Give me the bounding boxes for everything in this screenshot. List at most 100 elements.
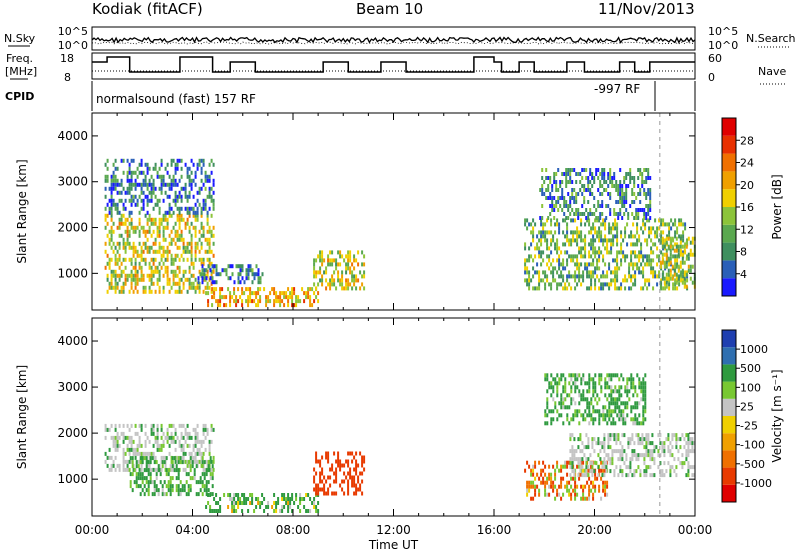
velocity-echo-cell [126, 467, 129, 472]
velocity-echo-cell [691, 473, 694, 478]
power-echo-cell [532, 230, 535, 235]
velocity-echo-cell [141, 488, 144, 493]
power-echo-cell [337, 270, 340, 275]
power-echo-cell [652, 250, 655, 255]
power-echo-cell [616, 270, 619, 275]
power-echo-cell [553, 176, 556, 180]
power-echo-cell [546, 242, 549, 247]
velocity-echo-cell [140, 427, 143, 432]
power-echo-cell [168, 194, 171, 199]
power-echo-cell [555, 184, 558, 188]
power-echo-cell [591, 184, 594, 188]
velocity-echo-cell [564, 405, 567, 410]
velocity-echo-cell [163, 492, 166, 497]
nsky-tick-hi: 10^5 [58, 25, 88, 38]
power-echo-cell [634, 282, 637, 287]
power-echo-cell [134, 269, 137, 274]
velocity-echo-cell [215, 509, 218, 513]
power-echo-cell [108, 210, 111, 215]
velocity-echo-cell [245, 501, 248, 505]
velocity-echo-cell [353, 455, 356, 460]
power-echo-cell [257, 268, 260, 273]
velocity-echo-cell [210, 459, 213, 464]
power-echo-cell [106, 253, 109, 258]
power-echo-cell [233, 280, 236, 285]
velocity-echo-cell [631, 453, 634, 458]
power-echo-cell [164, 182, 167, 187]
velocity-echo-cell [643, 469, 646, 474]
velocity-echo-cell [305, 509, 308, 513]
velocity-echo-cell [594, 417, 597, 422]
power-echo-cell [637, 208, 640, 212]
velocity-echo-cell [594, 397, 597, 402]
power-echo-cell [652, 226, 655, 231]
velocity-echo-cell [624, 401, 627, 406]
power-echo-cell [679, 244, 682, 249]
power-echo-cell [593, 204, 596, 208]
velocity-echo-cell [602, 468, 605, 473]
power-echo-cell [524, 278, 527, 283]
velocity-echo-cell [681, 433, 684, 438]
velocity-echo-cell [526, 488, 529, 493]
velocity-echo-cell [544, 377, 547, 382]
velocity-echo-cell [623, 449, 626, 454]
velocity-colorbar-bin [722, 450, 736, 468]
velocity-echo-cell [639, 441, 642, 446]
power-echo-cell [116, 178, 119, 183]
velocity-echo-cell [580, 381, 583, 386]
power-echo-cell [569, 180, 572, 184]
power-echo-cell [677, 252, 680, 257]
velocity-echo-cell [112, 459, 115, 464]
power-echo-cell [142, 206, 145, 211]
velocity-echo-cell [205, 488, 208, 493]
power-echo-cell [112, 170, 115, 175]
velocity-echo-cell [679, 437, 682, 442]
velocity-echo-cell [691, 441, 694, 446]
velocity-colorbar-label: 500 [740, 362, 761, 375]
nave-tick-lo: 0 [708, 71, 715, 84]
velocity-echo-cell [602, 417, 605, 422]
power-echo-cell [200, 206, 203, 211]
power-echo-cell [687, 236, 690, 241]
power-echo-cell [547, 176, 550, 180]
velocity-echo-cell [580, 413, 583, 418]
power-echo-cell [192, 162, 195, 167]
velocity-echo-cell [160, 455, 163, 460]
power-echo-cell [665, 236, 668, 241]
velocity-echo-cell [339, 483, 342, 488]
power-echo-cell [174, 202, 177, 207]
power-echo-cell [116, 190, 119, 195]
velocity-echo-cell [550, 476, 553, 481]
power-echo-cell [253, 291, 256, 296]
velocity-echo-cell [152, 431, 155, 436]
velocity-echo-cell [138, 459, 141, 464]
velocity-echo-cell [313, 487, 316, 492]
power-echo-cell [601, 172, 604, 176]
power-echo-cell [604, 246, 607, 251]
power-echo-cell [556, 242, 559, 247]
velocity-echo-cell [184, 431, 187, 436]
power-echo-cell [172, 182, 175, 187]
power-echo-cell [347, 258, 350, 263]
power-echo-cell [584, 266, 587, 271]
velocity-echo-cell [615, 437, 618, 442]
velocity-echo-cell [156, 443, 159, 448]
power-echo-cell [568, 242, 571, 247]
velocity-echo-cell [176, 435, 179, 440]
velocity-echo-cell [341, 487, 344, 492]
power-echo-cell [610, 282, 613, 287]
power-echo-cell [140, 257, 143, 262]
velocity-echo-cell [550, 385, 553, 390]
power-echo-cell [654, 274, 657, 279]
velocity-colorbar-bin [722, 347, 736, 365]
power-echo-cell [174, 162, 177, 167]
velocity-echo-cell [574, 492, 577, 497]
power-echo-cell [661, 272, 664, 277]
power-echo-cell [589, 192, 592, 196]
power-echo-cell [178, 281, 181, 286]
velocity-echo-cell [148, 451, 151, 456]
velocity-echo-cell [196, 431, 199, 436]
power-echo-cell [660, 218, 663, 223]
power-echo-cell [166, 269, 169, 274]
velocity-echo-cell [169, 476, 172, 481]
